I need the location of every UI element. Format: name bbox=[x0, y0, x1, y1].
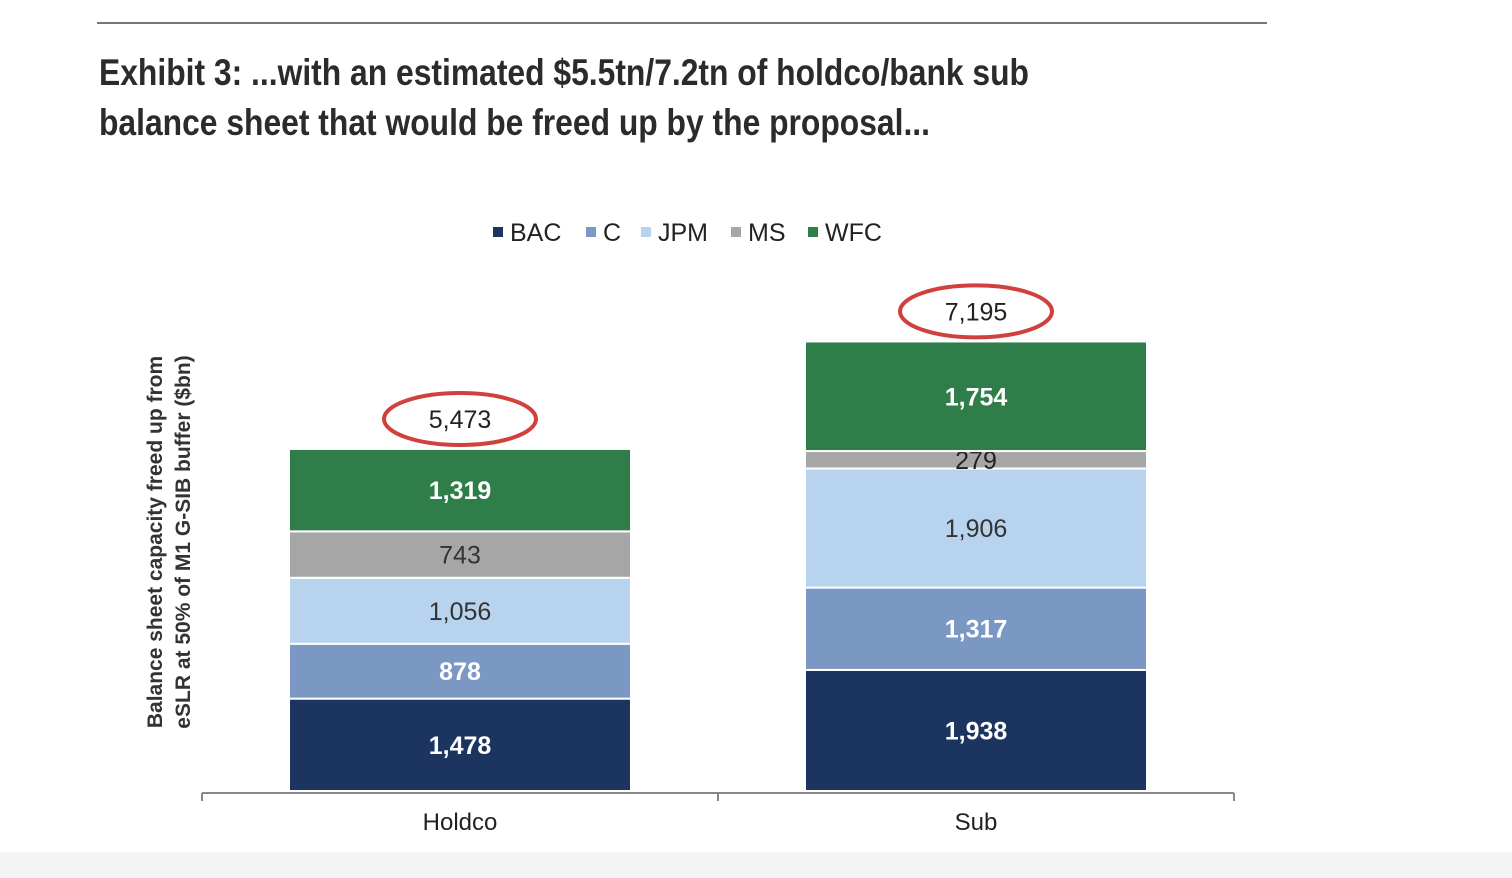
legend-swatch-jpm bbox=[641, 227, 651, 237]
footer-strip bbox=[0, 852, 1512, 878]
bar-segment-bac-holdco bbox=[288, 697, 632, 793]
bar-segment-c-sub bbox=[804, 586, 1148, 671]
total-label-sub: 7,195 bbox=[945, 298, 1008, 326]
legend-label-bac: BAC bbox=[510, 219, 561, 247]
total-label-holdco: 5,473 bbox=[429, 406, 492, 434]
legend-label-ms: MS bbox=[748, 219, 786, 247]
legend-label-c: C bbox=[603, 219, 621, 247]
legend: BAC C JPM MS WFC bbox=[493, 219, 882, 247]
legend-swatch-c bbox=[586, 227, 596, 237]
legend-label-wfc: WFC bbox=[825, 219, 882, 247]
chart-title: Exhibit 3: ...with an estimated $5.5tn/7… bbox=[99, 52, 1029, 143]
legend-swatch-wfc bbox=[808, 227, 818, 237]
bar-segment-wfc-sub bbox=[804, 340, 1148, 453]
data-label-bac-sub: 1,938 bbox=[945, 717, 1008, 745]
data-label-ms-holdco: 743 bbox=[439, 542, 481, 570]
data-label-wfc-sub: 1,754 bbox=[945, 383, 1008, 411]
x-axis: Holdco Sub bbox=[201, 792, 1235, 836]
data-label-c-sub: 1,317 bbox=[945, 616, 1008, 644]
top-rule bbox=[97, 22, 1267, 24]
y-axis-label-line1: Balance sheet capacity freed up from bbox=[144, 356, 167, 728]
x-tick-label-holdco: Holdco bbox=[423, 809, 498, 836]
y-axis-label-line2: eSLR at 50% of M1 G-SIB buffer ($bn) bbox=[172, 355, 195, 728]
bar-segment-bac-sub bbox=[804, 668, 1148, 793]
bar-segment-wfc-holdco bbox=[288, 447, 632, 533]
highlight-ellipse-holdco bbox=[382, 391, 538, 447]
highlight-ellipse-sub bbox=[898, 283, 1054, 340]
legend-swatch-ms bbox=[731, 227, 741, 237]
data-label-wfc-holdco: 1,319 bbox=[429, 477, 492, 505]
x-tick-label-sub: Sub bbox=[955, 809, 998, 836]
data-label-jpm-holdco: 1,056 bbox=[429, 598, 492, 626]
legend-swatch-bac bbox=[493, 227, 503, 237]
data-label-bac-holdco: 1,478 bbox=[429, 732, 492, 760]
data-label-c-holdco: 878 bbox=[439, 658, 481, 686]
data-label-jpm-sub: 1,906 bbox=[945, 515, 1008, 543]
legend-label-jpm: JPM bbox=[658, 219, 708, 247]
